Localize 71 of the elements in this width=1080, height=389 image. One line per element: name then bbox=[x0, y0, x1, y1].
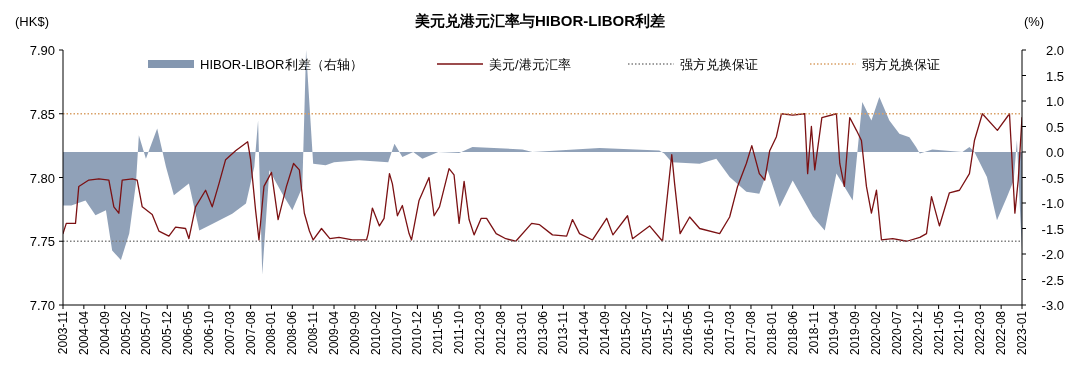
x-tick-label: 2020-12 bbox=[910, 310, 925, 356]
legend-label: 强方兑换保证 bbox=[680, 57, 758, 72]
legend-label: HIBOR-LIBOR利差（右轴） bbox=[200, 57, 363, 72]
x-tick-label: 2010-12 bbox=[410, 310, 425, 356]
x-tick-label: 2022-03 bbox=[973, 310, 988, 356]
x-tick-label: 2010-02 bbox=[368, 310, 383, 356]
legend-label: 弱方兑换保证 bbox=[862, 57, 940, 72]
y-tick-label: 7.70 bbox=[29, 298, 55, 313]
y-tick-label: 7.75 bbox=[29, 234, 55, 250]
x-tick-label: 2013-01 bbox=[514, 310, 529, 356]
x-tick-label: 2003-11 bbox=[56, 310, 70, 355]
y2-tick-label: -0.5 bbox=[1041, 170, 1064, 186]
x-tick-label: 2009-04 bbox=[327, 310, 342, 356]
chart-title: 美元兑港元汇率与HIBOR-LIBOR利差 bbox=[414, 12, 665, 29]
x-tick-label: 2008-01 bbox=[264, 310, 279, 356]
line-series bbox=[63, 113, 1022, 242]
y2-tick-label: 1.5 bbox=[1045, 68, 1064, 84]
x-tick-label: 2012-08 bbox=[493, 310, 508, 356]
x-tick-label: 2014-04 bbox=[577, 310, 592, 356]
y-tick-label: 7.85 bbox=[29, 106, 55, 122]
x-tick-label: 2006-05 bbox=[181, 310, 196, 356]
x-tick-label: 2006-10 bbox=[201, 310, 216, 356]
x-tick-label: 2007-08 bbox=[243, 310, 258, 356]
x-tick-label: 2021-05 bbox=[931, 310, 946, 356]
x-tick-label: 2008-06 bbox=[285, 310, 300, 356]
x-tick-label: 2009-09 bbox=[347, 310, 362, 356]
x-tick-label: 2017-03 bbox=[723, 310, 738, 356]
y2-tick-label: 0.5 bbox=[1045, 119, 1064, 135]
x-tick-label: 2018-06 bbox=[785, 310, 800, 356]
x-tick-label: 2018-11 bbox=[806, 310, 821, 355]
y2-tick-label: 0.0 bbox=[1045, 145, 1064, 160]
x-tick-label: 2014-09 bbox=[598, 310, 613, 356]
x-tick-label: 2016-10 bbox=[702, 310, 717, 356]
x-tick-label: 2013-11 bbox=[556, 310, 571, 355]
x-tick-label: 2010-07 bbox=[389, 310, 404, 356]
x-tick-label: 2012-03 bbox=[472, 310, 487, 356]
x-tick-label: 2011-10 bbox=[452, 310, 467, 355]
y2-tick-label: -1.0 bbox=[1041, 196, 1064, 211]
x-tick-label: 2018-01 bbox=[764, 310, 779, 356]
x-tick-label: 2015-07 bbox=[639, 310, 654, 356]
x-tick-label: 2019-09 bbox=[848, 310, 863, 356]
y2-tick-label: -2.5 bbox=[1041, 272, 1064, 288]
x-tick-label: 2005-12 bbox=[160, 310, 175, 356]
x-tick-label: 2015-02 bbox=[618, 310, 633, 356]
y2-tick-label: -2.0 bbox=[1041, 247, 1064, 262]
y2-tick-label: -1.5 bbox=[1041, 221, 1064, 237]
x-tick-label: 2005-07 bbox=[139, 310, 154, 356]
x-tick-label: 2020-07 bbox=[889, 310, 904, 356]
y-tick-label: 7.80 bbox=[29, 170, 55, 186]
x-tick-label: 2013-06 bbox=[535, 310, 550, 356]
y2-tick-label: -3.0 bbox=[1041, 298, 1064, 313]
x-tick-label: 2021-10 bbox=[952, 310, 967, 356]
x-tick-label: 2020-02 bbox=[869, 310, 884, 356]
y-tick-label: 7.90 bbox=[29, 43, 55, 58]
x-tick-label: 2022-08 bbox=[994, 310, 1009, 356]
x-tick-label: 2005-02 bbox=[118, 310, 133, 356]
x-tick-label: 2019-04 bbox=[827, 310, 842, 356]
y2-axis-title: (%) bbox=[1023, 14, 1045, 29]
x-tick-label: 2015-12 bbox=[660, 310, 675, 356]
x-tick-label: 2023-01 bbox=[1015, 310, 1029, 356]
x-tick-label: 2016-05 bbox=[681, 310, 696, 356]
y2-tick-label: 1.0 bbox=[1045, 94, 1064, 109]
x-tick-label: 2004-04 bbox=[76, 310, 91, 356]
x-tick-label: 2004-09 bbox=[97, 310, 112, 356]
y2-tick-label: 2.0 bbox=[1045, 43, 1064, 58]
x-tick-label: 2017-08 bbox=[743, 310, 758, 356]
legend-label: 美元/港元汇率 bbox=[489, 57, 571, 72]
x-tick-label: 2007-03 bbox=[222, 310, 237, 356]
x-tick-label: 2008-11 bbox=[306, 310, 321, 355]
y-axis-title: (HK$) bbox=[15, 14, 49, 29]
x-tick-label: 2011-05 bbox=[431, 310, 446, 355]
